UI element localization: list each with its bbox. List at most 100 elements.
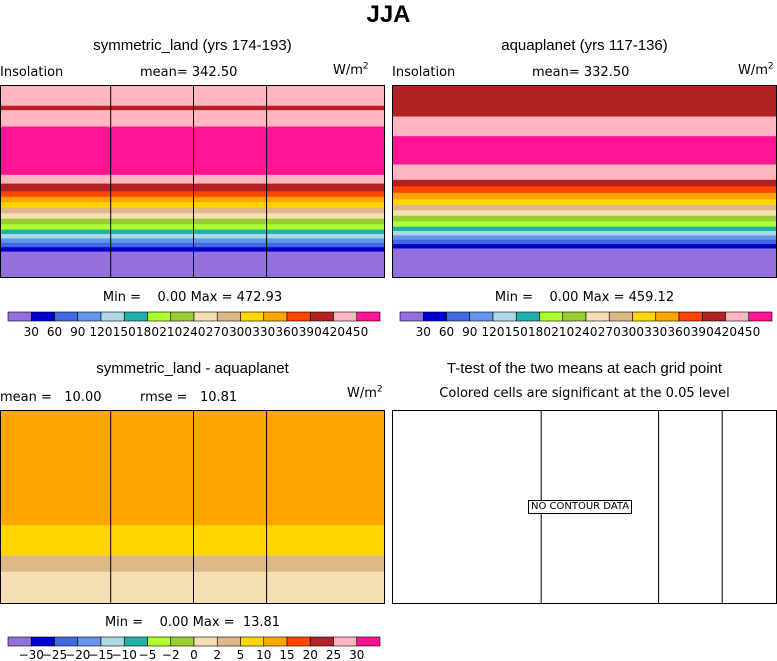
contour-band (393, 204, 776, 211)
contour-band (1, 105, 384, 111)
colorbar-swatch (263, 311, 288, 322)
minmax-label: Min = 0.00 Max = 13.81 (104, 615, 281, 630)
colorbar-swatch (240, 636, 265, 647)
colorbar-swatch (30, 636, 55, 647)
contour-band (1, 126, 384, 176)
colorbar-tick-label: 30 (349, 648, 364, 661)
colorbar-swatch (309, 311, 334, 322)
colorbar-swatch (632, 311, 657, 322)
no-contour-data-label: NO CONTOUR DATA (528, 500, 633, 514)
colorbar-tick-label: 25 (326, 648, 341, 661)
colorbar-swatch (399, 311, 424, 322)
contour-band (1, 183, 384, 192)
units-exponent: 2 (362, 61, 369, 72)
colorbar-tick-label: 120 (482, 325, 505, 339)
colorbar-swatch (748, 311, 773, 322)
colorbar-swatch (123, 311, 148, 322)
contour-band (393, 221, 776, 228)
colorbar-swatch (30, 311, 55, 322)
colorbar-tick-label: 360 (668, 325, 691, 339)
units-label: W/m2 (738, 61, 774, 79)
minmax-label: Min = 0.00 Max = 472.93 (102, 290, 283, 305)
colorbar-swatch (77, 636, 102, 647)
colorbar-swatch (608, 311, 633, 322)
colorbar-tick-label: 90 (70, 325, 85, 339)
contour-band (393, 186, 776, 194)
colorbar-swatch (333, 636, 358, 647)
colorbar-tick-label: 90 (462, 325, 477, 339)
contour-band (1, 242, 384, 248)
colorbar-tick-label: −10 (112, 648, 137, 661)
contour-band (393, 215, 776, 222)
colorbar-svg: 30 60 90 120 150 180 210 240 270 300 330 360 390 420 4… (399, 311, 773, 339)
contour-band (1, 110, 384, 128)
colorbar-swatch (170, 636, 195, 647)
colorbar-swatch (356, 636, 381, 647)
contour-band (393, 239, 776, 245)
contour-band (393, 164, 776, 181)
colorbar-tick-label: 270 (206, 325, 229, 339)
colorbar-swatch (7, 636, 32, 647)
contour-band (393, 136, 776, 166)
contour-band (393, 244, 776, 250)
colorbar-swatch (422, 311, 447, 322)
colorbar-swatch (701, 311, 726, 322)
colorbar-tick-label: 150 (113, 325, 136, 339)
colorbar-swatch (100, 636, 125, 647)
colorbar-tick-label: 0 (190, 648, 198, 661)
colorbar-swatch (585, 311, 610, 322)
colorbar-swatch (655, 311, 680, 322)
main-title: JJA (366, 1, 411, 28)
colorbar-swatch (539, 311, 564, 322)
minmax-label: Min = 0.00 Max = 459.12 (494, 290, 675, 305)
colorbar-tick-label: −15 (88, 648, 113, 661)
colorbar-swatch (356, 311, 381, 322)
colorbar-swatch (446, 311, 471, 322)
contour-band (1, 174, 384, 185)
colorbar-tick-label: 450 (345, 325, 368, 339)
colorbar-difference: −30 −25 −20 −15 −10 −5 −2 0 2 5 10 15 20 25 30 (7, 636, 381, 661)
rmse-label: rmse = 10.81 (140, 390, 238, 405)
contour-band (1, 202, 384, 209)
mean-label: mean = 10.00 (0, 390, 102, 405)
contour-band (1, 229, 384, 235)
contour-band (1, 247, 384, 253)
colorbar-swatch (193, 311, 218, 322)
contour-band (393, 179, 776, 187)
panel-title-difference: symmetric_land - aquaplanet (96, 360, 289, 377)
colorbar-swatch (678, 311, 703, 322)
units-text: W/m (347, 386, 377, 401)
colorbar-tick-label: −2 (162, 648, 180, 661)
colorbar-tick-label: −25 (42, 648, 67, 661)
colorbar-tick-label: 120 (90, 325, 113, 339)
colorbar-tick-label: 150 (505, 325, 528, 339)
colorbar-tick-label: 5 (237, 648, 245, 661)
panel-title-aquaplanet: aquaplanet (yrs 117-136) (501, 37, 668, 54)
contour-band (1, 571, 384, 603)
colorbar-swatch (515, 311, 540, 322)
contour-band (1, 218, 384, 225)
colorbar-swatch (216, 311, 241, 322)
ttest-subtitle: Colored cells are significant at the 0.0… (439, 386, 730, 401)
contour-band (393, 192, 776, 200)
colorbar-tick-label: 10 (256, 648, 271, 661)
colorbar-swatch (469, 311, 494, 322)
contour-band (1, 224, 384, 231)
colorbar-tick-label: 330 (252, 325, 275, 339)
panel-title-ttest: T-test of the two means at each grid poi… (446, 360, 723, 377)
contour-band (393, 86, 776, 118)
contour-band (393, 199, 776, 206)
colorbar-swatch (147, 636, 172, 647)
colorbar-swatch (170, 311, 195, 322)
units-label: W/m2 (347, 385, 383, 402)
units-text: W/m (738, 63, 768, 78)
contour-band (393, 231, 776, 236)
units-exponent: 2 (767, 61, 774, 72)
colorbar-swatch (309, 636, 334, 647)
colorbar-swatch (286, 311, 311, 322)
heatmap-svg (393, 86, 776, 277)
contour-band (1, 411, 384, 526)
contour-band (393, 235, 776, 241)
field-label: Insolation (392, 65, 456, 80)
colorbar-svg: −30−25−20−15−10 −5 −2 0 2 5 10 15 20 25 30 (7, 636, 381, 661)
